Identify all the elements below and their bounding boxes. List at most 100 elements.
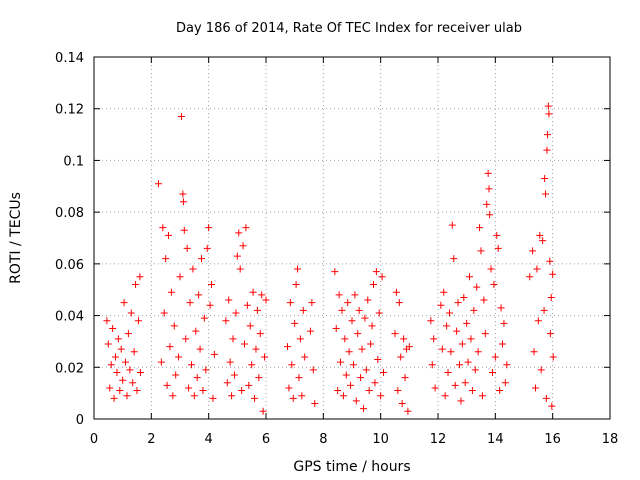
data-point xyxy=(233,252,241,260)
data-point xyxy=(179,190,187,198)
data-point xyxy=(243,301,251,309)
data-point xyxy=(172,371,180,379)
data-point xyxy=(466,273,474,281)
data-point xyxy=(470,306,478,314)
data-point xyxy=(252,345,260,353)
data-point xyxy=(531,384,539,392)
data-point xyxy=(540,306,548,314)
data-points xyxy=(103,102,557,415)
data-point xyxy=(544,102,552,110)
data-point xyxy=(542,190,549,198)
x-tick-label: 16 xyxy=(544,432,561,447)
data-point xyxy=(494,244,502,252)
data-point xyxy=(196,345,204,353)
data-point xyxy=(545,110,553,118)
data-point xyxy=(430,335,438,343)
data-point xyxy=(397,353,405,361)
data-point xyxy=(117,345,125,353)
grid xyxy=(94,57,610,419)
data-point xyxy=(394,387,402,395)
data-point xyxy=(229,335,237,343)
data-point xyxy=(549,353,557,361)
data-point xyxy=(484,169,492,177)
data-point xyxy=(461,379,469,387)
data-point xyxy=(259,407,267,415)
y-tick-label: 0.02 xyxy=(55,361,84,376)
data-point xyxy=(110,394,118,402)
data-point xyxy=(298,392,306,400)
data-point xyxy=(351,291,359,299)
data-point xyxy=(480,296,488,304)
data-point xyxy=(225,296,233,304)
data-point xyxy=(130,348,138,356)
data-point xyxy=(454,299,462,307)
data-point xyxy=(548,402,556,410)
data-point xyxy=(169,392,177,400)
data-point xyxy=(301,353,309,361)
data-point xyxy=(440,288,448,296)
data-point xyxy=(463,319,471,327)
data-point xyxy=(438,345,446,353)
data-point xyxy=(358,345,366,353)
data-point xyxy=(497,304,505,312)
data-point xyxy=(392,288,400,296)
data-point xyxy=(112,353,119,361)
data-point xyxy=(375,309,383,317)
data-point xyxy=(437,301,445,309)
data-point xyxy=(170,322,178,330)
data-point xyxy=(491,353,499,361)
data-point xyxy=(124,330,132,338)
data-point xyxy=(445,309,453,317)
data-point xyxy=(404,407,412,415)
data-point xyxy=(289,394,297,402)
data-point xyxy=(345,348,353,356)
data-point xyxy=(400,335,408,343)
data-point xyxy=(367,340,375,348)
x-tick-label: 4 xyxy=(205,432,213,447)
data-point xyxy=(533,265,541,273)
data-point xyxy=(180,226,188,234)
data-point xyxy=(113,368,121,376)
data-point xyxy=(134,317,142,325)
data-point xyxy=(378,273,386,281)
data-point xyxy=(372,268,380,276)
data-point xyxy=(132,281,140,289)
data-point xyxy=(474,348,482,356)
data-point xyxy=(106,384,114,392)
data-point xyxy=(198,255,205,263)
data-point xyxy=(205,224,213,232)
data-point xyxy=(338,306,346,314)
data-point xyxy=(255,374,263,382)
data-point xyxy=(116,387,124,395)
data-point xyxy=(122,358,130,366)
axis-ticks xyxy=(93,56,611,420)
data-point xyxy=(253,306,261,314)
data-point xyxy=(251,394,259,402)
data-point xyxy=(496,387,504,395)
data-point xyxy=(331,268,339,276)
data-point xyxy=(380,368,388,376)
data-point xyxy=(355,306,363,314)
data-point xyxy=(460,293,468,301)
data-point xyxy=(473,283,481,291)
data-point xyxy=(546,330,554,338)
data-point xyxy=(249,288,257,296)
data-point xyxy=(536,231,544,239)
data-point xyxy=(291,319,299,327)
data-point xyxy=(311,399,319,407)
data-point xyxy=(477,247,485,255)
x-tick-label: 14 xyxy=(487,432,504,447)
y-tick-label: 0.08 xyxy=(55,206,84,221)
data-point xyxy=(483,200,491,208)
data-point xyxy=(222,317,230,325)
plot-frame xyxy=(93,56,611,420)
data-point xyxy=(529,247,537,255)
y-tick-label: 0 xyxy=(76,413,84,428)
data-point xyxy=(177,112,185,120)
data-point xyxy=(210,350,218,358)
data-point xyxy=(159,224,167,232)
data-point xyxy=(334,387,342,395)
data-point xyxy=(189,265,197,273)
data-point xyxy=(549,270,557,278)
data-point xyxy=(120,299,128,307)
